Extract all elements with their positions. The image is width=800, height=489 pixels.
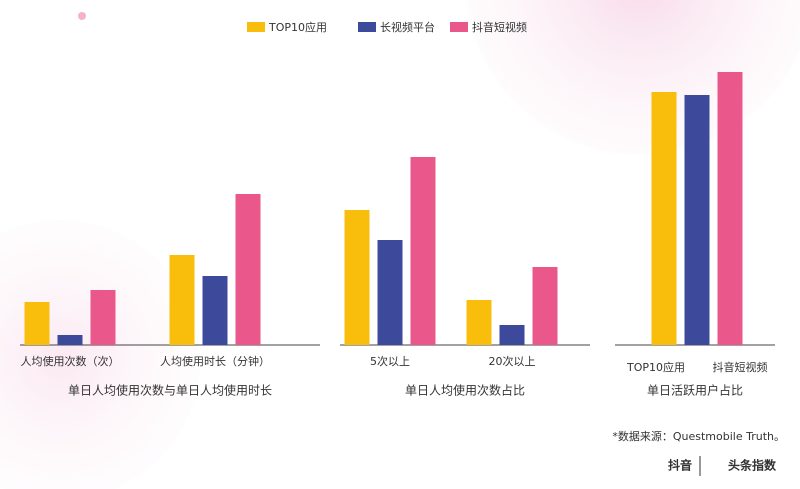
bar <box>344 210 370 345</box>
x-tick-label: 5次以上 <box>370 354 410 368</box>
bar <box>466 300 492 345</box>
x-tick-label: TOP10应用 <box>626 360 685 374</box>
bar <box>410 157 436 345</box>
logo: 抖音 头条指数 <box>668 456 777 476</box>
bar <box>717 72 743 345</box>
background-blob <box>466 0 800 155</box>
background-blob <box>0 220 200 489</box>
x-tick-label: 人均使用时长（分钟） <box>160 354 270 368</box>
x-tick-label: 人均使用次数（次） <box>21 354 120 368</box>
legend-label: 长视频平台 <box>380 20 435 34</box>
panel-title: 单日人均使用次数与单日人均使用时长 <box>68 383 272 398</box>
bar <box>532 267 558 345</box>
bar <box>169 255 195 345</box>
panel-title: 单日活跃用户占比 <box>647 383 743 398</box>
bar <box>202 276 228 345</box>
panel-title: 单日人均使用次数占比 <box>405 383 525 398</box>
legend-label: 抖音短视频 <box>472 20 527 34</box>
bar <box>24 302 50 345</box>
bar <box>499 325 525 345</box>
dot <box>78 12 86 20</box>
legend-label: TOP10应用 <box>268 20 327 34</box>
bar <box>651 92 677 345</box>
logo-text: 抖音 <box>668 458 692 473</box>
logo-text: 头条指数 <box>728 458 777 473</box>
bar <box>377 240 403 345</box>
x-tick-label: 抖音短视频 <box>713 360 768 374</box>
x-tick-label: 20次以上 <box>489 354 536 368</box>
bar <box>235 194 261 345</box>
legend-swatch <box>358 22 376 32</box>
bar <box>90 290 116 345</box>
legend-swatch <box>450 22 468 32</box>
legend-swatch <box>247 22 265 32</box>
bar <box>57 335 83 345</box>
bar <box>684 95 710 345</box>
source-note: *数据来源：Questmobile Truth。 <box>612 429 785 443</box>
